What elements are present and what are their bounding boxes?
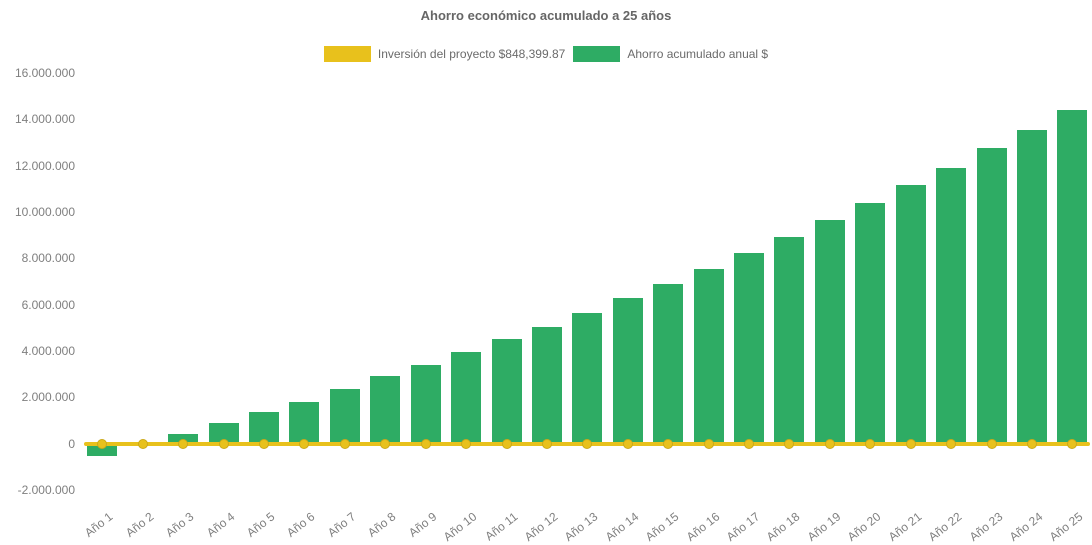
- savings-swatch-icon: [573, 46, 621, 62]
- bar-ahorro-año-25: [1057, 110, 1088, 444]
- bar-ahorro-año-5: [248, 412, 279, 444]
- legend-item-savings[interactable]: Ahorro acumulado anual $: [573, 46, 768, 62]
- investment-swatch-icon: [323, 46, 371, 62]
- bar-ahorro-año-12: [531, 326, 562, 444]
- y-axis-tick-label: 12.000.000: [14, 158, 75, 173]
- investment-line-marker: [97, 438, 108, 449]
- bar-ahorro-año-23: [976, 148, 1007, 444]
- bar-ahorro-año-11: [491, 339, 522, 444]
- bar-ahorro-año-19: [814, 220, 845, 444]
- y-axis-tick-label: 14.000.000: [14, 112, 75, 127]
- chart-title: Ahorro económico acumulado a 25 años: [420, 8, 672, 23]
- investment-line-marker: [865, 438, 876, 449]
- investment-line-marker: [622, 438, 633, 449]
- investment-line-marker: [137, 438, 148, 449]
- investment-line-marker: [1067, 438, 1078, 449]
- investment-line-marker: [501, 438, 512, 449]
- legend-label-savings: Ahorro acumulado anual $: [627, 47, 769, 61]
- bar-ahorro-año-9: [410, 364, 441, 444]
- investment-line-marker: [663, 438, 674, 449]
- investment-line-marker: [1026, 438, 1037, 449]
- investment-line-marker: [339, 438, 350, 449]
- investment-line-marker: [905, 438, 916, 449]
- bar-ahorro-año-15: [653, 283, 684, 444]
- bar-ahorro-año-21: [895, 185, 926, 444]
- investment-line-marker: [784, 438, 795, 449]
- investment-line-marker: [258, 438, 269, 449]
- investment-line-marker: [582, 438, 593, 449]
- investment-line-marker: [744, 438, 755, 449]
- investment-line-marker: [380, 438, 391, 449]
- y-axis-tick-label: 0: [68, 436, 75, 451]
- bar-ahorro-año-7: [329, 389, 360, 444]
- bar-ahorro-año-6: [289, 401, 320, 444]
- investment-line-marker: [824, 438, 835, 449]
- y-axis-tick-label: 16.000.000: [14, 66, 75, 80]
- y-axis-tick-label: -2.000.000: [17, 483, 75, 497]
- y-axis-tick-label: 4.000.000: [21, 344, 75, 358]
- x-axis-label-año-1: Año 1: [82, 509, 116, 540]
- legend-item-investment[interactable]: Inversión del proyecto $848,399.87: [323, 46, 566, 62]
- y-axis-tick-label: 8.000.000: [21, 251, 75, 266]
- bar-ahorro-año-20: [855, 202, 886, 444]
- investment-line-marker: [218, 438, 229, 449]
- investment-line-marker: [541, 438, 552, 449]
- y-axis-tick-label: 10.000.000: [14, 205, 75, 219]
- bar-ahorro-año-1: [87, 443, 118, 457]
- bar-ahorro-año-13: [572, 312, 603, 444]
- bar-ahorro-año-18: [774, 237, 805, 444]
- investment-line-marker: [946, 438, 957, 449]
- bar-ahorro-año-8: [370, 376, 401, 444]
- bar-ahorro-año-4: [208, 422, 239, 444]
- bar-ahorro-año-24: [1016, 129, 1047, 444]
- investment-line-marker: [986, 438, 997, 449]
- investment-line-marker: [178, 438, 189, 449]
- legend-label-investment: Inversión del proyecto $848,399.87: [377, 47, 566, 61]
- investment-line-marker: [420, 438, 431, 449]
- investment-line-marker: [299, 438, 310, 449]
- investment-line-marker: [703, 438, 714, 449]
- investment-line-marker: [461, 438, 472, 449]
- bar-ahorro-año-10: [451, 352, 482, 444]
- bar-ahorro-año-22: [936, 167, 967, 444]
- chart-legend: Inversión del proyecto $848,399.87 Ahorr…: [0, 46, 1092, 62]
- bar-ahorro-año-14: [612, 297, 643, 444]
- y-axis-tick-label: 2.000.000: [21, 390, 75, 405]
- bar-ahorro-año-17: [734, 252, 765, 444]
- bar-ahorro-año-16: [693, 268, 724, 444]
- y-axis-tick-label: 6.000.000: [21, 297, 75, 312]
